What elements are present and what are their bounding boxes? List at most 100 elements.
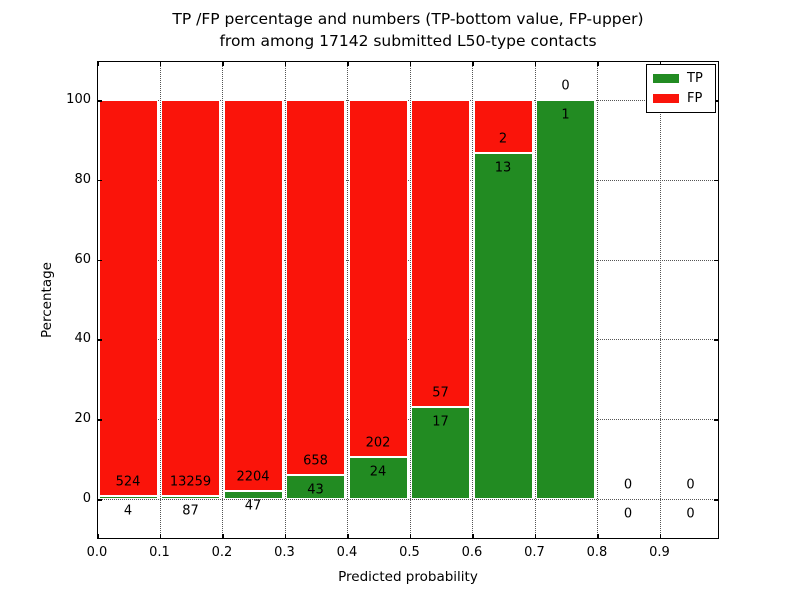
gridline-x <box>659 61 661 539</box>
bar-count-label-tp: 0 <box>686 506 695 522</box>
gridline-y <box>97 339 719 341</box>
bar-count-label-fp: 2 <box>498 131 508 147</box>
gridline-x <box>222 61 223 539</box>
x-tick-mark <box>409 61 411 66</box>
bar-count-label-fp: 524 <box>115 474 141 490</box>
x-tick-label: 0.5 <box>399 545 420 560</box>
y-axis-label: Percentage <box>39 262 55 338</box>
bar-segment-tp <box>286 474 345 499</box>
y-tick-mark <box>714 499 719 501</box>
gridline-x <box>284 61 286 539</box>
x-tick-label: 0.6 <box>461 545 483 560</box>
y-tick-mark <box>97 339 102 341</box>
bar-count-label-fp: 57 <box>432 385 449 401</box>
bar-count-label-fp: 0 <box>561 78 570 94</box>
gridline-y <box>97 100 719 101</box>
x-tick-mark <box>472 61 474 66</box>
legend-box: TP FP <box>646 64 716 113</box>
x-tick-label: 0.9 <box>649 545 670 560</box>
gridline-y <box>97 179 719 181</box>
bar-segment-tp <box>98 495 158 499</box>
y-tick-label: 80 <box>74 171 91 187</box>
bar-segment-tp <box>473 153 533 499</box>
x-tick-mark <box>97 61 99 66</box>
x-tick-mark <box>347 61 349 66</box>
x-tick-mark <box>347 534 349 539</box>
legend-swatch-tp <box>653 73 679 83</box>
legend-label-tp: TP <box>687 70 703 86</box>
gridline-y <box>97 259 719 261</box>
x-tick-mark <box>159 534 161 539</box>
legend-entry-fp: FP <box>653 91 709 106</box>
x-tick-mark <box>284 534 286 539</box>
chart-title-line1: TP /FP percentage and numbers (TP-bottom… <box>172 10 644 28</box>
x-tick-mark <box>659 61 661 66</box>
x-tick-mark <box>659 534 661 539</box>
legend-swatch-fp <box>653 94 679 104</box>
gridline-x <box>347 61 348 539</box>
bar-count-label-tp: 13 <box>494 160 512 176</box>
gridline-x <box>534 61 536 539</box>
y-tick-mark <box>97 100 102 102</box>
x-tick-label: 0.7 <box>524 545 545 560</box>
x-tick-mark <box>534 61 536 66</box>
y-tick-label: 100 <box>66 92 91 107</box>
x-tick-mark <box>409 534 411 539</box>
x-tick-mark <box>597 534 599 539</box>
bar-segment-fp <box>411 100 470 408</box>
gridline-x <box>472 61 473 539</box>
bar-segment-fp <box>473 100 533 154</box>
bar-count-label-tp: 0 <box>623 506 633 522</box>
y-tick-mark <box>714 339 719 341</box>
x-tick-label: 0.2 <box>211 545 233 560</box>
x-tick-label: 0.0 <box>86 545 108 560</box>
gridline-x <box>597 61 598 539</box>
y-tick-mark <box>97 419 102 421</box>
y-tick-label: 0 <box>82 491 91 506</box>
bar-count-label-fp: 0 <box>623 477 633 493</box>
bar-segment-fp <box>161 100 220 497</box>
gridline-x <box>159 61 161 539</box>
bar-segment-tp <box>536 100 595 499</box>
bar-segment-tp <box>223 490 283 499</box>
chart-title: TP /FP percentage and numbers (TP-bottom… <box>97 8 719 52</box>
gridline-y <box>97 499 719 500</box>
bar-count-label-fp: 13259 <box>169 474 212 490</box>
plot-area: 524 4 13259 87 2204 47 658 43 202 24 57 17 2 13 0 1 0 0 0 0 <box>97 61 719 539</box>
bar-count-label-tp: 17 <box>432 414 449 430</box>
gridline-x <box>409 61 411 539</box>
bar-count-label-fp: 202 <box>365 435 391 451</box>
chart-title-line2: from among 17142 submitted L50-type cont… <box>219 32 597 50</box>
y-tick-mark <box>97 179 102 182</box>
bar-count-label-tp: 47 <box>244 498 262 514</box>
x-tick-mark <box>222 534 224 539</box>
bar-segment-fp <box>98 100 158 496</box>
bar-count-label-tp: 24 <box>369 464 387 480</box>
x-tick-mark <box>222 61 224 66</box>
x-tick-mark <box>534 534 536 539</box>
bar-segment-tp <box>411 407 470 499</box>
y-tick-mark <box>714 419 719 421</box>
bar-segment-fp <box>223 100 283 491</box>
bar-count-label-fp: 658 <box>303 453 328 469</box>
bar-count-label-fp: 2204 <box>236 469 270 485</box>
x-tick-mark <box>472 534 474 539</box>
bar-count-label-tp: 4 <box>123 503 133 519</box>
bar-segment-fp <box>286 100 345 475</box>
y-tick-mark <box>714 100 719 102</box>
x-tick-mark <box>97 534 99 539</box>
bar-segment-tp <box>161 496 220 499</box>
legend-label-fp: FP <box>687 91 703 107</box>
x-tick-label: 0.3 <box>274 545 295 560</box>
y-tick-mark <box>97 259 102 262</box>
x-tick-mark <box>597 61 599 66</box>
y-tick-mark <box>97 499 102 501</box>
bar-count-label-fp: 0 <box>686 477 695 493</box>
x-tick-label: 0.8 <box>586 545 608 560</box>
bar-count-label-tp: 43 <box>307 482 324 498</box>
gridline-y <box>97 419 719 421</box>
x-tick-label: 0.4 <box>336 545 358 560</box>
bar-segment-fp <box>348 100 408 457</box>
y-tick-label: 60 <box>74 251 91 267</box>
